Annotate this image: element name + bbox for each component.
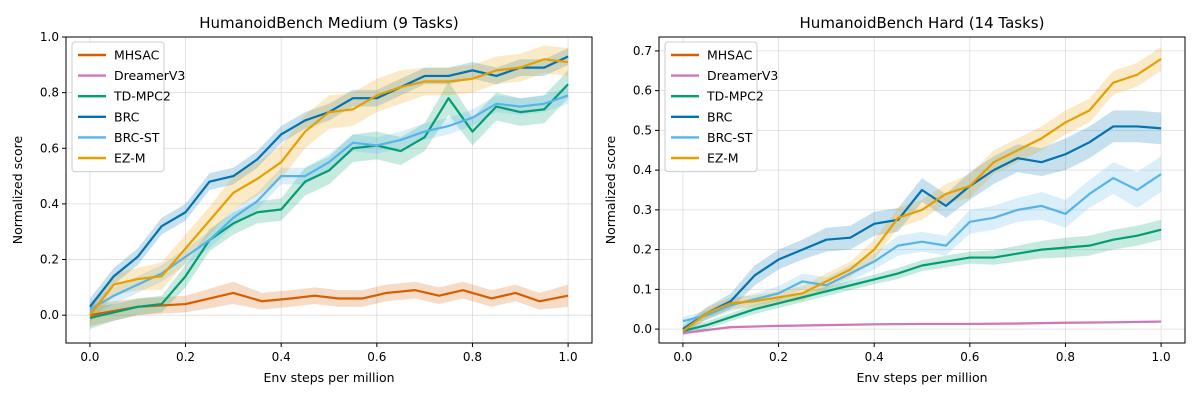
legend-label-brc-st: BRC-ST	[707, 130, 753, 145]
y-tick-label: 0.4	[40, 197, 59, 211]
x-axis-label: Env steps per million	[263, 370, 394, 385]
chart-hard: HumanoidBench Hard (14 Tasks) Env steps …	[603, 14, 1186, 385]
y-axis-label: Normalized score	[10, 135, 25, 244]
line-ez-m	[682, 57, 1162, 332]
plot-frame	[658, 36, 1186, 344]
legend-label-ez-m: EZ-M	[114, 151, 146, 166]
x-tick-label: 0.8	[463, 350, 482, 364]
x-tick-label: 0.6	[367, 350, 386, 364]
band-brc	[89, 48, 569, 316]
x-tick-label: 0.4	[272, 350, 291, 364]
band-brc	[682, 110, 1162, 334]
x-tick-label: 0.2	[176, 350, 195, 364]
y-tick-label: 0.3	[633, 203, 652, 217]
line-brc-st	[682, 173, 1162, 323]
y-ticks: 0.0 0.2 0.4 0.6 0.8 1.0	[40, 30, 66, 322]
x-tick-label: 0.0	[673, 350, 692, 364]
series-lines	[89, 55, 569, 320]
y-tick-label: 0.4	[633, 163, 652, 177]
chart-title: HumanoidBench Hard (14 Tasks)	[800, 14, 1045, 32]
band-td-mpc2	[89, 70, 569, 330]
x-tick-label: 0.2	[769, 350, 788, 364]
y-tick-label: 0.2	[633, 243, 652, 257]
y-tick-label: 0.2	[40, 253, 59, 267]
legend-label-td-mpc2: TD-MPC2	[706, 89, 764, 104]
chart-title: HumanoidBench Medium (9 Tasks)	[199, 14, 458, 32]
y-tick-label: 1.0	[40, 30, 59, 44]
x-tick-label: 0.4	[865, 350, 884, 364]
x-ticks: 0.0 0.2 0.4 0.6 0.8 1.0	[80, 343, 578, 364]
legend-label-td-mpc2: TD-MPC2	[113, 89, 171, 104]
x-tick-label: 0.0	[80, 350, 99, 364]
y-tick-label: 0.7	[633, 44, 652, 58]
line-td-mpc2	[682, 228, 1162, 333]
x-tick-label: 1.0	[559, 350, 578, 364]
y-tick-label: 0.0	[40, 308, 59, 322]
line-td-mpc2	[89, 83, 569, 320]
band-ez-m	[89, 45, 569, 324]
legend: MHSAC DreamerV3 TD-MPC2 BRC BRC-ST EZ-M	[664, 41, 778, 173]
legend-label-mhsac: MHSAC	[114, 48, 160, 63]
y-tick-label: 0.6	[633, 84, 652, 98]
y-tick-label: 0.5	[633, 123, 652, 137]
line-mhsac	[89, 289, 569, 317]
line-brc	[682, 125, 1162, 331]
y-axis-label: Normalized score	[603, 135, 618, 244]
x-ticks: 0.0 0.2 0.4 0.6 0.8 1.0	[673, 343, 1171, 364]
y-tick-label: 0.6	[40, 141, 59, 155]
legend-label-brc: BRC	[114, 109, 140, 124]
legend: MHSAC DreamerV3 TD-MPC2 BRC BRC-ST EZ-M	[71, 41, 185, 173]
band-brc-st	[89, 87, 569, 318]
x-axis-label: Env steps per million	[856, 370, 987, 385]
chart-medium: HumanoidBench Medium (9 Tasks) Env steps…	[10, 14, 593, 385]
x-tick-label: 0.6	[960, 350, 979, 364]
x-tick-label: 1.0	[1152, 350, 1171, 364]
y-tick-label: 0.1	[633, 282, 652, 296]
y-tick-label: 0.8	[40, 86, 59, 100]
legend-label-dreamerv3: DreamerV3	[114, 68, 185, 83]
legend-label-brc: BRC	[707, 109, 733, 124]
legend-label-dreamerv3: DreamerV3	[707, 68, 778, 83]
y-tick-label: 0.0	[633, 322, 652, 336]
y-ticks: 0.0 0.1 0.2 0.3 0.4 0.5 0.6 0.7	[633, 44, 659, 336]
line-dreamerv3	[682, 320, 1162, 335]
legend-label-ez-m: EZ-M	[707, 151, 739, 166]
legend-label-mhsac: MHSAC	[707, 48, 753, 63]
line-ez-m	[89, 58, 569, 316]
x-tick-label: 0.8	[1056, 350, 1075, 364]
legend-label-brc-st: BRC-ST	[114, 130, 160, 145]
series-lines	[682, 57, 1162, 335]
plot-frame	[65, 36, 593, 344]
